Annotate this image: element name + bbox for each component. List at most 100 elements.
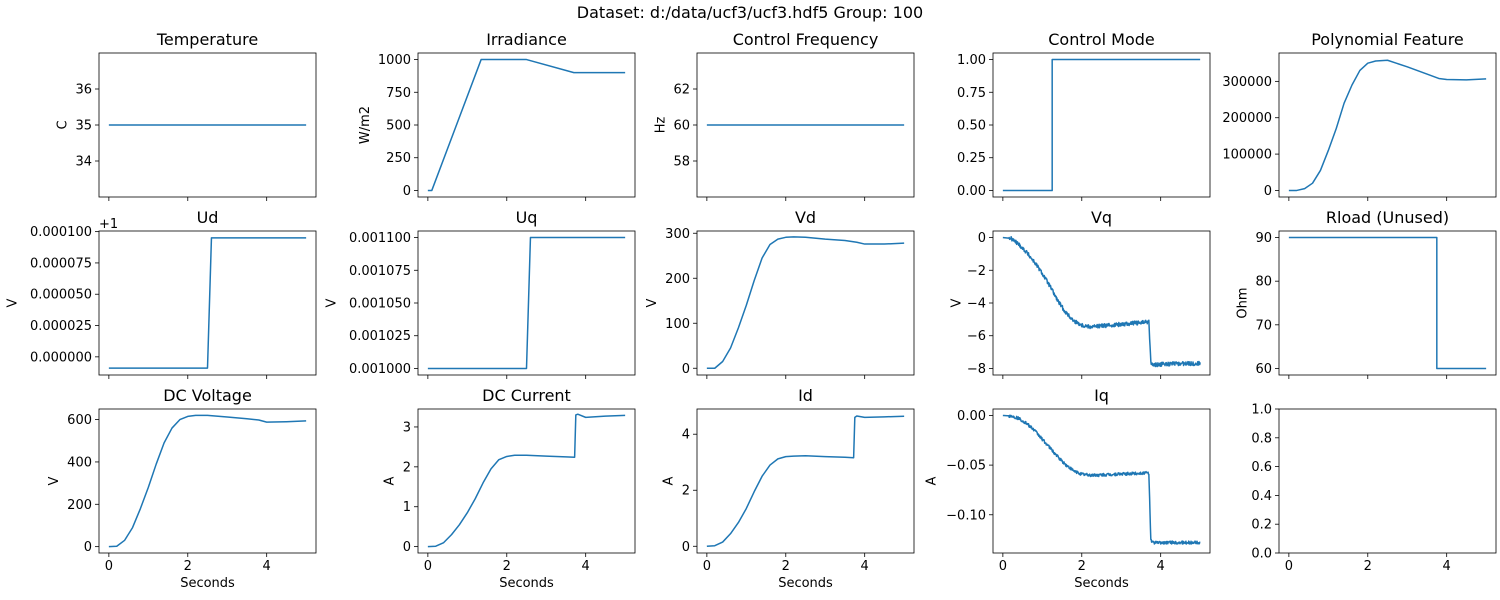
- y-tick-label: 90: [1255, 231, 1272, 246]
- subplot-title: Iq: [1094, 386, 1109, 405]
- series-line: [427, 236, 626, 370]
- x-tick-label: 2: [782, 559, 790, 574]
- x-tick-label: 4: [861, 559, 869, 574]
- y-tick-label: 36: [75, 83, 92, 98]
- y-tick-label: 62: [673, 83, 690, 98]
- y-tick-label: 0.00: [957, 184, 986, 199]
- axes-frame: [417, 52, 636, 198]
- y-tick-label: 0.00: [957, 409, 986, 424]
- x-axis-label: Seconds: [499, 576, 554, 591]
- subplot-title: Vq: [1091, 208, 1112, 227]
- y-axis-label: Ohm: [1235, 287, 1250, 318]
- y-tick-label: 35: [75, 119, 92, 134]
- y-axis-label: C: [55, 120, 70, 129]
- y-axis-label: A: [383, 476, 398, 485]
- y-axis-label: V: [6, 298, 21, 307]
- y-tick-label: 400: [67, 455, 92, 470]
- series-line: [1002, 414, 1201, 545]
- series-line: [108, 237, 307, 369]
- series-line: [427, 58, 626, 192]
- axes-frame: [1278, 52, 1497, 198]
- y-tick-label: 2: [403, 460, 411, 475]
- y-tick-label: 200000: [1222, 111, 1272, 126]
- y-tick-label: −6: [967, 329, 986, 344]
- axes-frame: [98, 230, 317, 376]
- x-tick-label: 4: [582, 559, 590, 574]
- y-axis-label: W/m2: [358, 106, 373, 144]
- subplot-title: Polynomial Feature: [1311, 30, 1464, 49]
- y-tick-label: 0: [1264, 184, 1272, 199]
- subplot-title: Vd: [795, 208, 816, 227]
- axes-frame: [1278, 230, 1497, 376]
- y-tick-label: 4: [682, 428, 690, 443]
- subplot-title: Rload (Unused): [1326, 208, 1449, 227]
- y-tick-label: 300: [665, 227, 690, 242]
- y-tick-label: 600: [67, 413, 92, 428]
- subplot-2: Irradiance 0 250 500 750 1000 W/m2: [358, 30, 636, 201]
- y-tick-label: 70: [1255, 318, 1272, 333]
- subplot-6: Ud 0.000000 0.000025 0.000050 0.000075 0.0001…: [6, 208, 317, 379]
- y-tick-label: 0.75: [957, 86, 986, 101]
- y-axis-label: V: [949, 298, 964, 307]
- y-tick-label: −0.05: [946, 459, 986, 474]
- series-line: [108, 414, 307, 548]
- series-line: [706, 415, 905, 548]
- y-tick-label: −0.10: [946, 508, 986, 523]
- y-tick-label: 0.000025: [30, 319, 92, 334]
- axes-frame: [696, 230, 915, 376]
- subplot-14: Iq 0 2 4 −0.10 −0.05 0.00 Seconds A: [925, 386, 1211, 591]
- y-tick-label: 60: [673, 119, 690, 134]
- axes-frame: [992, 408, 1211, 554]
- y-tick-label: 0.000000: [30, 350, 92, 365]
- x-tick-label: 0: [703, 559, 711, 574]
- y-tick-label: 500: [386, 119, 411, 134]
- subplot-title: Control Frequency: [733, 30, 879, 49]
- y-tick-label: 0.000100: [30, 225, 92, 240]
- x-tick-label: 2: [1364, 559, 1372, 574]
- x-tick-label: 0: [1285, 559, 1293, 574]
- y-tick-label: 0.001025: [349, 329, 411, 344]
- y-tick-label: 1.0: [1251, 403, 1272, 418]
- axes-frame: [992, 52, 1211, 198]
- y-axis-label: V: [645, 298, 660, 307]
- x-tick-label: 2: [503, 559, 511, 574]
- x-tick-label: 0: [105, 559, 113, 574]
- y-tick-label: 0: [682, 362, 690, 377]
- series-line: [1002, 235, 1201, 368]
- subplot-13: Id 0 2 4 0 2 4 Seconds A: [662, 386, 915, 591]
- y-tick-label: 1.00: [957, 53, 986, 68]
- y-tick-label: 0: [403, 540, 411, 555]
- y-tick-label: 0.50: [957, 119, 986, 134]
- y-tick-label: 34: [75, 155, 92, 170]
- x-tick-label: 4: [1157, 559, 1165, 574]
- y-tick-label: 750: [386, 86, 411, 101]
- y-tick-label: 60: [1255, 362, 1272, 377]
- y-tick-label: 250: [386, 151, 411, 166]
- figure-suptitle: Dataset: d:/data/ucf3/ucf3.hdf5 Group: 1…: [577, 3, 923, 22]
- y-axis-label: A: [925, 476, 940, 485]
- y-tick-label: 0: [403, 184, 411, 199]
- y-tick-label: 0.6: [1251, 460, 1272, 475]
- y-tick-label: 1: [403, 500, 411, 515]
- y-tick-label: 1000: [378, 53, 411, 68]
- y-tick-label: 0.001050: [349, 297, 411, 312]
- y-tick-label: 200: [67, 498, 92, 513]
- axes-grid: Temperature343536CIrradiance025050075010…: [6, 30, 1497, 591]
- subplot-3: Control Frequency 58 60 62 Hz: [653, 30, 915, 201]
- y-tick-label: 0.25: [957, 151, 986, 166]
- x-tick-label: 2: [1078, 559, 1086, 574]
- subplot-5: Polynomial Feature 0 100000 200000 300000: [1222, 30, 1497, 201]
- x-tick-label: 4: [263, 559, 271, 574]
- y-offset-text: +1: [99, 217, 118, 232]
- y-tick-label: 200: [665, 272, 690, 287]
- y-tick-label: 0: [682, 540, 690, 555]
- y-tick-label: 100000: [1222, 148, 1272, 163]
- axes-frame: [417, 408, 636, 554]
- series-line: [1288, 236, 1487, 370]
- subplot-12: DC Current 0 2 4 0 1 2 3 Seconds A: [383, 386, 636, 591]
- y-tick-label: 0: [978, 231, 986, 246]
- subplot-title: Temperature: [156, 30, 258, 49]
- series-line: [1288, 59, 1487, 192]
- subplot-title: DC Voltage: [163, 386, 252, 405]
